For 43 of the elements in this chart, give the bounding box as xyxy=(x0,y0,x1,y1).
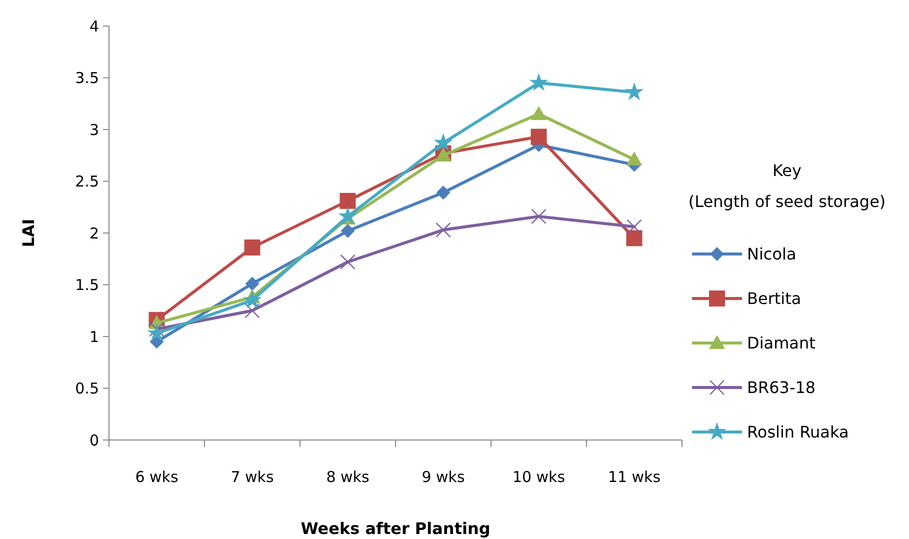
point xyxy=(242,290,262,308)
point xyxy=(340,254,356,270)
point xyxy=(626,230,642,246)
y-tick-label: 3 xyxy=(89,120,99,139)
legend-label: Bertita xyxy=(747,289,802,308)
point xyxy=(626,152,642,166)
point xyxy=(530,128,547,145)
legend-title: Key (Length of seed storage) xyxy=(688,161,886,211)
point xyxy=(529,73,548,91)
x-tick-label: 6 wks xyxy=(135,468,178,486)
y-tick-label: 3.5 xyxy=(75,69,99,87)
y-tick-label: 2.5 xyxy=(75,172,99,190)
point xyxy=(244,303,260,318)
point xyxy=(626,219,642,234)
y-tick-label: 2 xyxy=(89,224,99,242)
point xyxy=(436,222,451,238)
point xyxy=(531,208,546,224)
point xyxy=(244,239,260,256)
legend-label: Roslin Ruaka xyxy=(747,422,849,442)
x-tick-label: 10 wks xyxy=(512,468,566,486)
legend-label: BR63-18 xyxy=(747,378,816,398)
point xyxy=(149,322,164,337)
point xyxy=(245,276,260,291)
point xyxy=(340,192,356,209)
y-axis-title: LAI xyxy=(19,218,38,248)
y-tick-label: 1.5 xyxy=(75,276,99,294)
y-tick-label: 0.5 xyxy=(75,380,99,398)
y-tick-label: 0 xyxy=(89,431,99,450)
x-tick-label: 11 wks xyxy=(608,468,661,486)
legend-label: Diamant xyxy=(747,334,816,353)
y-tick-label: 4 xyxy=(89,17,99,36)
point xyxy=(340,224,355,238)
x-tick-label: 8 wks xyxy=(326,468,370,486)
x-tick-label: 9 wks xyxy=(422,468,465,486)
x-tick-label: 7 wks xyxy=(230,468,274,486)
point xyxy=(624,82,644,100)
point xyxy=(338,206,358,224)
point xyxy=(436,186,450,200)
x-axis-title: Weeks after Planting xyxy=(300,519,490,538)
point xyxy=(434,133,453,151)
y-tick-label: 1 xyxy=(89,328,99,346)
legend-label: Nicola xyxy=(747,244,796,264)
point xyxy=(530,106,547,120)
